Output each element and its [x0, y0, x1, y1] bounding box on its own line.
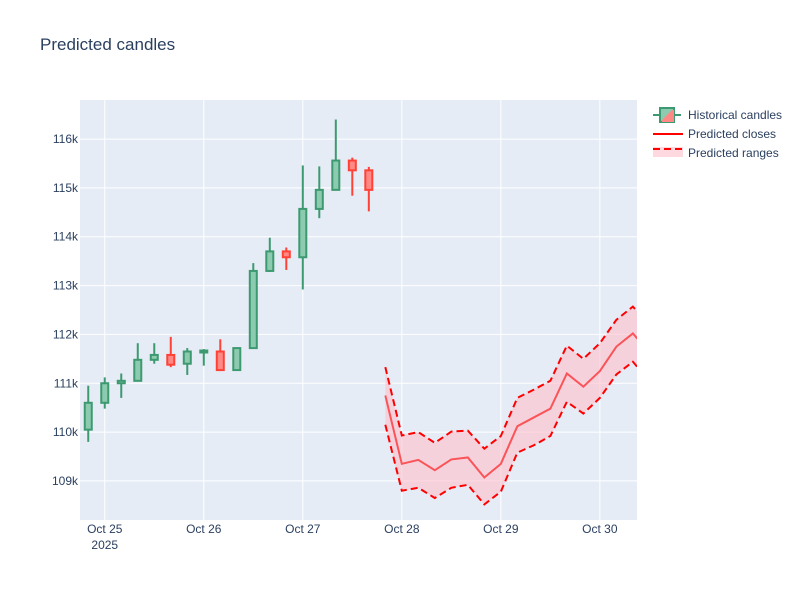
candle-body	[199, 349, 209, 354]
candle-body	[166, 353, 176, 366]
y-tick-label: 112k	[53, 327, 79, 341]
candle	[232, 347, 242, 372]
predicted-lower-bound-line	[384, 360, 637, 506]
candle-body	[298, 207, 308, 259]
candle-body	[364, 169, 374, 191]
candle	[347, 157, 357, 196]
candle-body	[116, 379, 126, 385]
candle	[215, 339, 225, 372]
candle-body	[331, 159, 341, 191]
candle	[265, 237, 275, 272]
y-tick-label: 114k	[53, 230, 79, 244]
predicted-close-line	[384, 332, 637, 479]
chart-title: Predicted candles	[40, 35, 175, 54]
y-tick-label: 115k	[53, 181, 79, 195]
candle	[331, 119, 341, 191]
candle-body	[83, 401, 93, 431]
candle-body	[182, 350, 192, 365]
candle-body	[232, 347, 242, 372]
predicted-close-point	[648, 351, 650, 353]
candle-body	[100, 382, 110, 404]
candle-body	[347, 159, 357, 172]
candle	[182, 348, 192, 375]
axes: 109k 110k 111k 112k 113k 114k 115k 116k Oct 25 20…	[52, 132, 618, 552]
y-tick-label: 113k	[53, 279, 79, 293]
plot-background	[80, 100, 637, 520]
y-tick-label: 109k	[52, 474, 79, 488]
x-tick-label: Oct 30	[582, 522, 618, 536]
legend-label-predicted-ranges: Predicted ranges	[688, 146, 779, 160]
legend-label-historical-candles: Historical candles	[688, 108, 782, 122]
legend: Historical candles Predicted closes Pred…	[653, 107, 782, 160]
predicted-range-band	[385, 306, 637, 505]
candle	[298, 165, 308, 290]
plot-area	[83, 119, 650, 506]
candle	[83, 385, 93, 442]
candle-body	[281, 250, 291, 259]
legend-item-predicted-ranges[interactable]: Predicted ranges	[653, 146, 779, 160]
x-tick-label: Oct 25	[87, 522, 123, 536]
candle	[314, 166, 324, 219]
candle-body	[248, 269, 258, 350]
candle	[149, 343, 159, 364]
predicted-upper-bound-line	[384, 305, 637, 451]
legend-item-historical-candles[interactable]: Historical candles	[653, 107, 782, 123]
x-tick-label: Oct 28	[384, 522, 420, 536]
candle	[133, 343, 143, 382]
candle-body	[149, 353, 159, 361]
x-tick-label: Oct 29	[483, 522, 519, 536]
candle	[281, 247, 291, 270]
legend-label-predicted-closes: Predicted closes	[688, 127, 776, 141]
candle	[116, 373, 126, 398]
y-tick-label: 110k	[53, 425, 79, 439]
candle	[166, 336, 176, 368]
candle-body	[314, 188, 324, 210]
candle	[100, 377, 110, 409]
x-tick-sublabel: 2025	[91, 538, 118, 552]
candle	[248, 263, 258, 350]
y-tick-label: 111k	[54, 376, 79, 390]
candle-body	[215, 350, 225, 372]
x-tick-label: Oct 26	[186, 522, 222, 536]
candle-body	[265, 250, 275, 272]
candle	[199, 349, 209, 366]
candle-body	[133, 358, 143, 382]
candle	[364, 166, 374, 212]
x-tick-label: Oct 27	[285, 522, 321, 536]
legend-item-predicted-closes[interactable]: Predicted closes	[653, 127, 776, 141]
y-tick-label: 116k	[53, 132, 79, 146]
